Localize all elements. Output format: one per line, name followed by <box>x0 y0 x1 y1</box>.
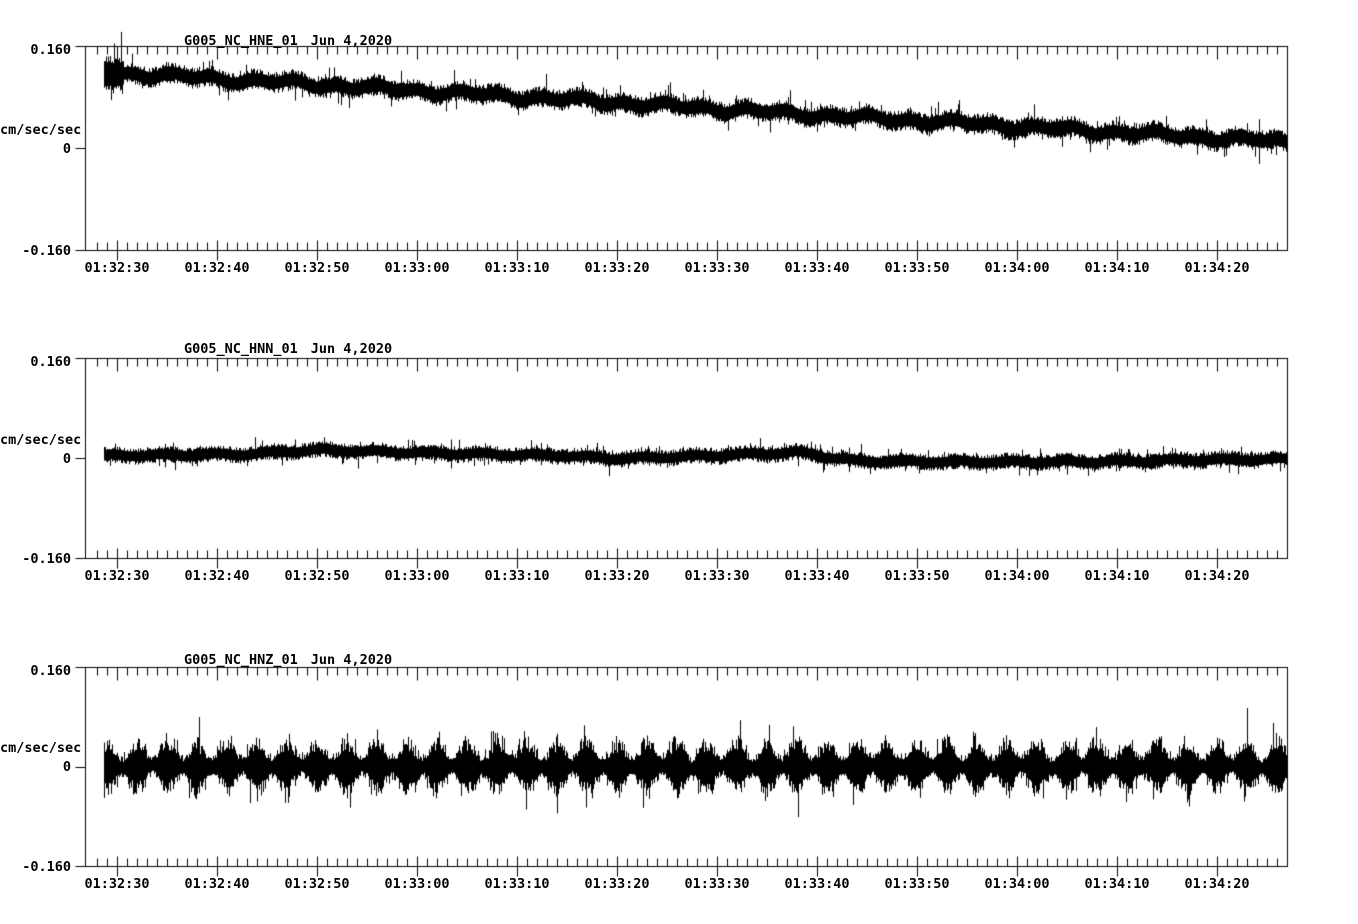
x-tick-label: 01:33:50 <box>884 876 950 892</box>
y-axis-unit-label: cm/sec/sec <box>0 432 82 448</box>
x-tick-label: 01:34:10 <box>1084 568 1150 584</box>
x-tick-label: 01:32:50 <box>284 876 350 892</box>
x-tick-label: 01:32:40 <box>184 568 250 584</box>
x-tick-label: 01:33:30 <box>684 568 750 584</box>
x-tick-label: 01:33:40 <box>784 568 850 584</box>
x-tick-label: 01:32:30 <box>84 568 150 584</box>
x-tick-label: 01:33:50 <box>884 260 950 276</box>
y-tick-zero-label: 0 <box>62 451 71 467</box>
x-tick-label: 01:34:20 <box>1184 876 1250 892</box>
x-tick-label: 01:33:50 <box>884 568 950 584</box>
y-tick-max-label: 0.160 <box>30 354 71 370</box>
x-tick-label: 01:33:10 <box>484 568 550 584</box>
trace-date-label: Jun 4,2020 <box>310 341 393 357</box>
x-tick-label: 01:32:40 <box>184 876 250 892</box>
x-tick-label: 01:32:30 <box>84 260 150 276</box>
x-tick-label: 01:33:40 <box>784 876 850 892</box>
trace-date-label: Jun 4,2020 <box>310 33 393 49</box>
x-tick-label: 01:33:30 <box>684 260 750 276</box>
x-tick-label: 01:34:00 <box>984 876 1050 892</box>
x-tick-label: 01:34:00 <box>984 260 1050 276</box>
x-tick-label: 01:34:10 <box>1084 876 1150 892</box>
x-tick-label: 01:32:40 <box>184 260 250 276</box>
y-tick-min-label: -0.160 <box>22 243 71 259</box>
x-tick-label: 01:33:00 <box>384 568 450 584</box>
x-tick-label: 01:33:10 <box>484 260 550 276</box>
x-tick-label: 01:32:50 <box>284 568 350 584</box>
x-tick-label: 01:33:20 <box>584 260 650 276</box>
x-tick-label: 01:33:00 <box>384 260 450 276</box>
x-tick-label: 01:34:10 <box>1084 260 1150 276</box>
trace-title: G005_NC_HNN_01 Jun 4,2020 <box>184 342 392 356</box>
x-tick-label: 01:33:40 <box>784 260 850 276</box>
trace-station-label: G005_NC_HNZ_01 <box>184 652 298 668</box>
x-tick-label: 01:33:00 <box>384 876 450 892</box>
trace-date-label: Jun 4,2020 <box>310 652 393 668</box>
x-tick-label: 01:33:10 <box>484 876 550 892</box>
y-tick-max-label: 0.160 <box>30 663 71 679</box>
trace-station-label: G005_NC_HNN_01 <box>184 341 298 357</box>
y-axis-unit-label: cm/sec/sec <box>0 122 82 138</box>
y-axis-unit-label: cm/sec/sec <box>0 740 82 756</box>
trace-title: G005_NC_HNE_01 Jun 4,2020 <box>184 34 392 48</box>
y-tick-zero-label: 0 <box>62 759 71 775</box>
trace-station-label: G005_NC_HNE_01 <box>184 33 298 49</box>
x-tick-label: 01:34:20 <box>1184 568 1250 584</box>
y-tick-min-label: -0.160 <box>22 551 71 567</box>
y-tick-max-label: 0.160 <box>30 42 71 58</box>
x-tick-label: 01:34:20 <box>1184 260 1250 276</box>
x-tick-label: 01:33:30 <box>684 876 750 892</box>
y-tick-min-label: -0.160 <box>22 859 71 875</box>
x-tick-label: 01:33:20 <box>584 568 650 584</box>
trace-title: G005_NC_HNZ_01 Jun 4,2020 <box>184 653 392 667</box>
x-tick-label: 01:34:00 <box>984 568 1050 584</box>
x-tick-label: 01:33:20 <box>584 876 650 892</box>
y-tick-zero-label: 0 <box>62 141 71 157</box>
x-tick-label: 01:32:30 <box>84 876 150 892</box>
x-tick-label: 01:32:50 <box>284 260 350 276</box>
